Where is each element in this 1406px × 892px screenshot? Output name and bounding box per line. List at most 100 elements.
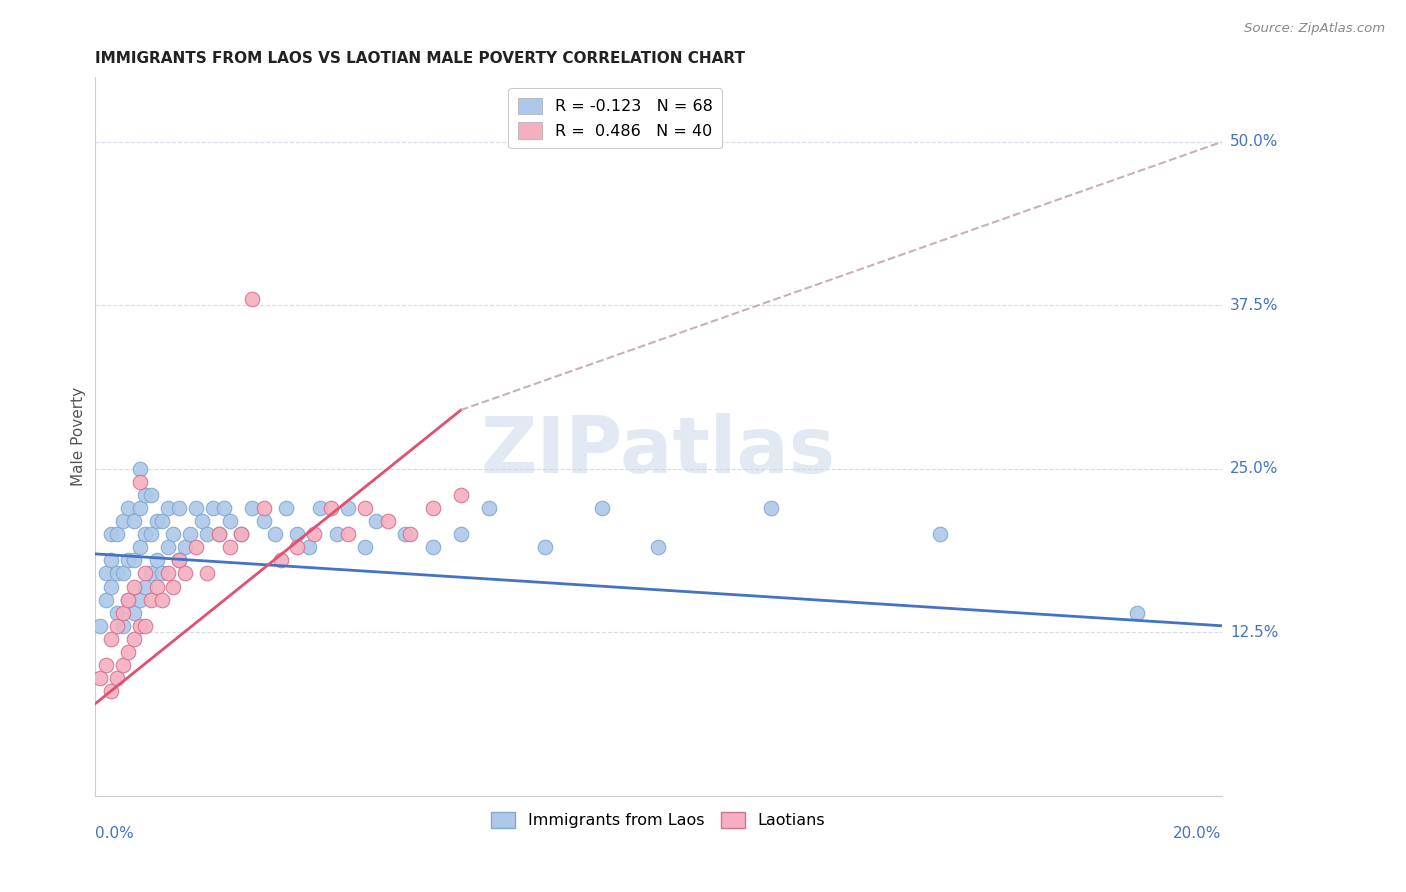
Point (167, 553, 190, 567)
Text: Source: ZipAtlas.com: Source: ZipAtlas.com (1244, 22, 1385, 36)
Point (162, 527, 184, 541)
Point (111, 514, 134, 528)
Point (478, 501, 501, 516)
Point (218, 541, 240, 555)
Point (150, 514, 173, 528)
Point (377, 514, 399, 528)
Point (111, 658, 134, 673)
Point (139, 592, 162, 607)
Point (394, 527, 416, 541)
Point (399, 527, 422, 541)
Point (128, 475, 150, 489)
Point (326, 527, 349, 541)
Point (167, 501, 190, 516)
Point (156, 501, 179, 516)
Point (321, 501, 343, 516)
Point (190, 514, 212, 528)
Point (105, 619, 128, 633)
Point (139, 527, 162, 541)
Point (100, 527, 122, 541)
Point (195, 527, 218, 541)
Point (928, 527, 950, 541)
Text: 50.0%: 50.0% (1230, 135, 1278, 150)
Point (105, 606, 128, 620)
Point (354, 501, 377, 516)
Point (156, 541, 179, 555)
Point (105, 566, 128, 581)
Point (134, 488, 156, 502)
Point (337, 527, 360, 541)
Point (111, 619, 134, 633)
Text: 20.0%: 20.0% (1174, 826, 1222, 841)
Point (134, 527, 156, 541)
Point (94, 592, 117, 607)
Point (122, 580, 145, 594)
Point (111, 606, 134, 620)
Point (534, 541, 557, 555)
Point (139, 488, 162, 502)
Point (89, 619, 111, 633)
Point (422, 501, 444, 516)
Point (100, 580, 122, 594)
Text: IMMIGRANTS FROM LAOS VS LAOTIAN MALE POVERTY CORRELATION CHART: IMMIGRANTS FROM LAOS VS LAOTIAN MALE POV… (94, 51, 745, 66)
Point (117, 501, 139, 516)
Point (337, 501, 360, 516)
Point (179, 527, 201, 541)
Point (105, 671, 128, 685)
Point (354, 541, 377, 555)
Point (1126, 606, 1149, 620)
Point (128, 592, 150, 607)
Point (122, 606, 145, 620)
Text: 37.5%: 37.5% (1230, 298, 1278, 313)
Point (276, 501, 298, 516)
Point (94, 658, 117, 673)
Text: 25.0%: 25.0% (1230, 461, 1278, 476)
Point (173, 541, 195, 555)
Point (117, 645, 139, 659)
Point (264, 527, 287, 541)
Point (218, 514, 240, 528)
Point (89, 671, 111, 685)
Point (207, 527, 229, 541)
Point (162, 580, 184, 594)
Point (122, 632, 145, 646)
Point (229, 527, 252, 541)
Point (128, 462, 150, 476)
Text: 12.5%: 12.5% (1230, 624, 1278, 640)
Point (647, 541, 669, 555)
Point (253, 501, 276, 516)
Point (591, 501, 613, 516)
Point (122, 553, 145, 567)
Text: 0.0%: 0.0% (94, 826, 134, 841)
Point (240, 292, 263, 306)
Point (229, 527, 252, 541)
Point (287, 527, 309, 541)
Point (117, 592, 139, 607)
Point (139, 566, 162, 581)
Point (128, 619, 150, 633)
Point (134, 619, 156, 633)
Point (122, 514, 145, 528)
Point (100, 684, 122, 698)
Point (150, 592, 173, 607)
Point (156, 566, 179, 581)
Point (117, 553, 139, 567)
Point (173, 566, 195, 581)
Point (184, 501, 207, 516)
Point (105, 527, 128, 541)
Point (94, 566, 117, 581)
Point (309, 501, 332, 516)
Point (422, 541, 444, 555)
Point (207, 527, 229, 541)
Point (212, 501, 235, 516)
Point (134, 566, 156, 581)
Point (201, 501, 224, 516)
Point (150, 566, 173, 581)
Point (167, 553, 190, 567)
Point (450, 488, 472, 502)
Point (145, 580, 167, 594)
Point (450, 527, 472, 541)
Point (270, 553, 292, 567)
Point (128, 501, 150, 516)
Point (145, 553, 167, 567)
